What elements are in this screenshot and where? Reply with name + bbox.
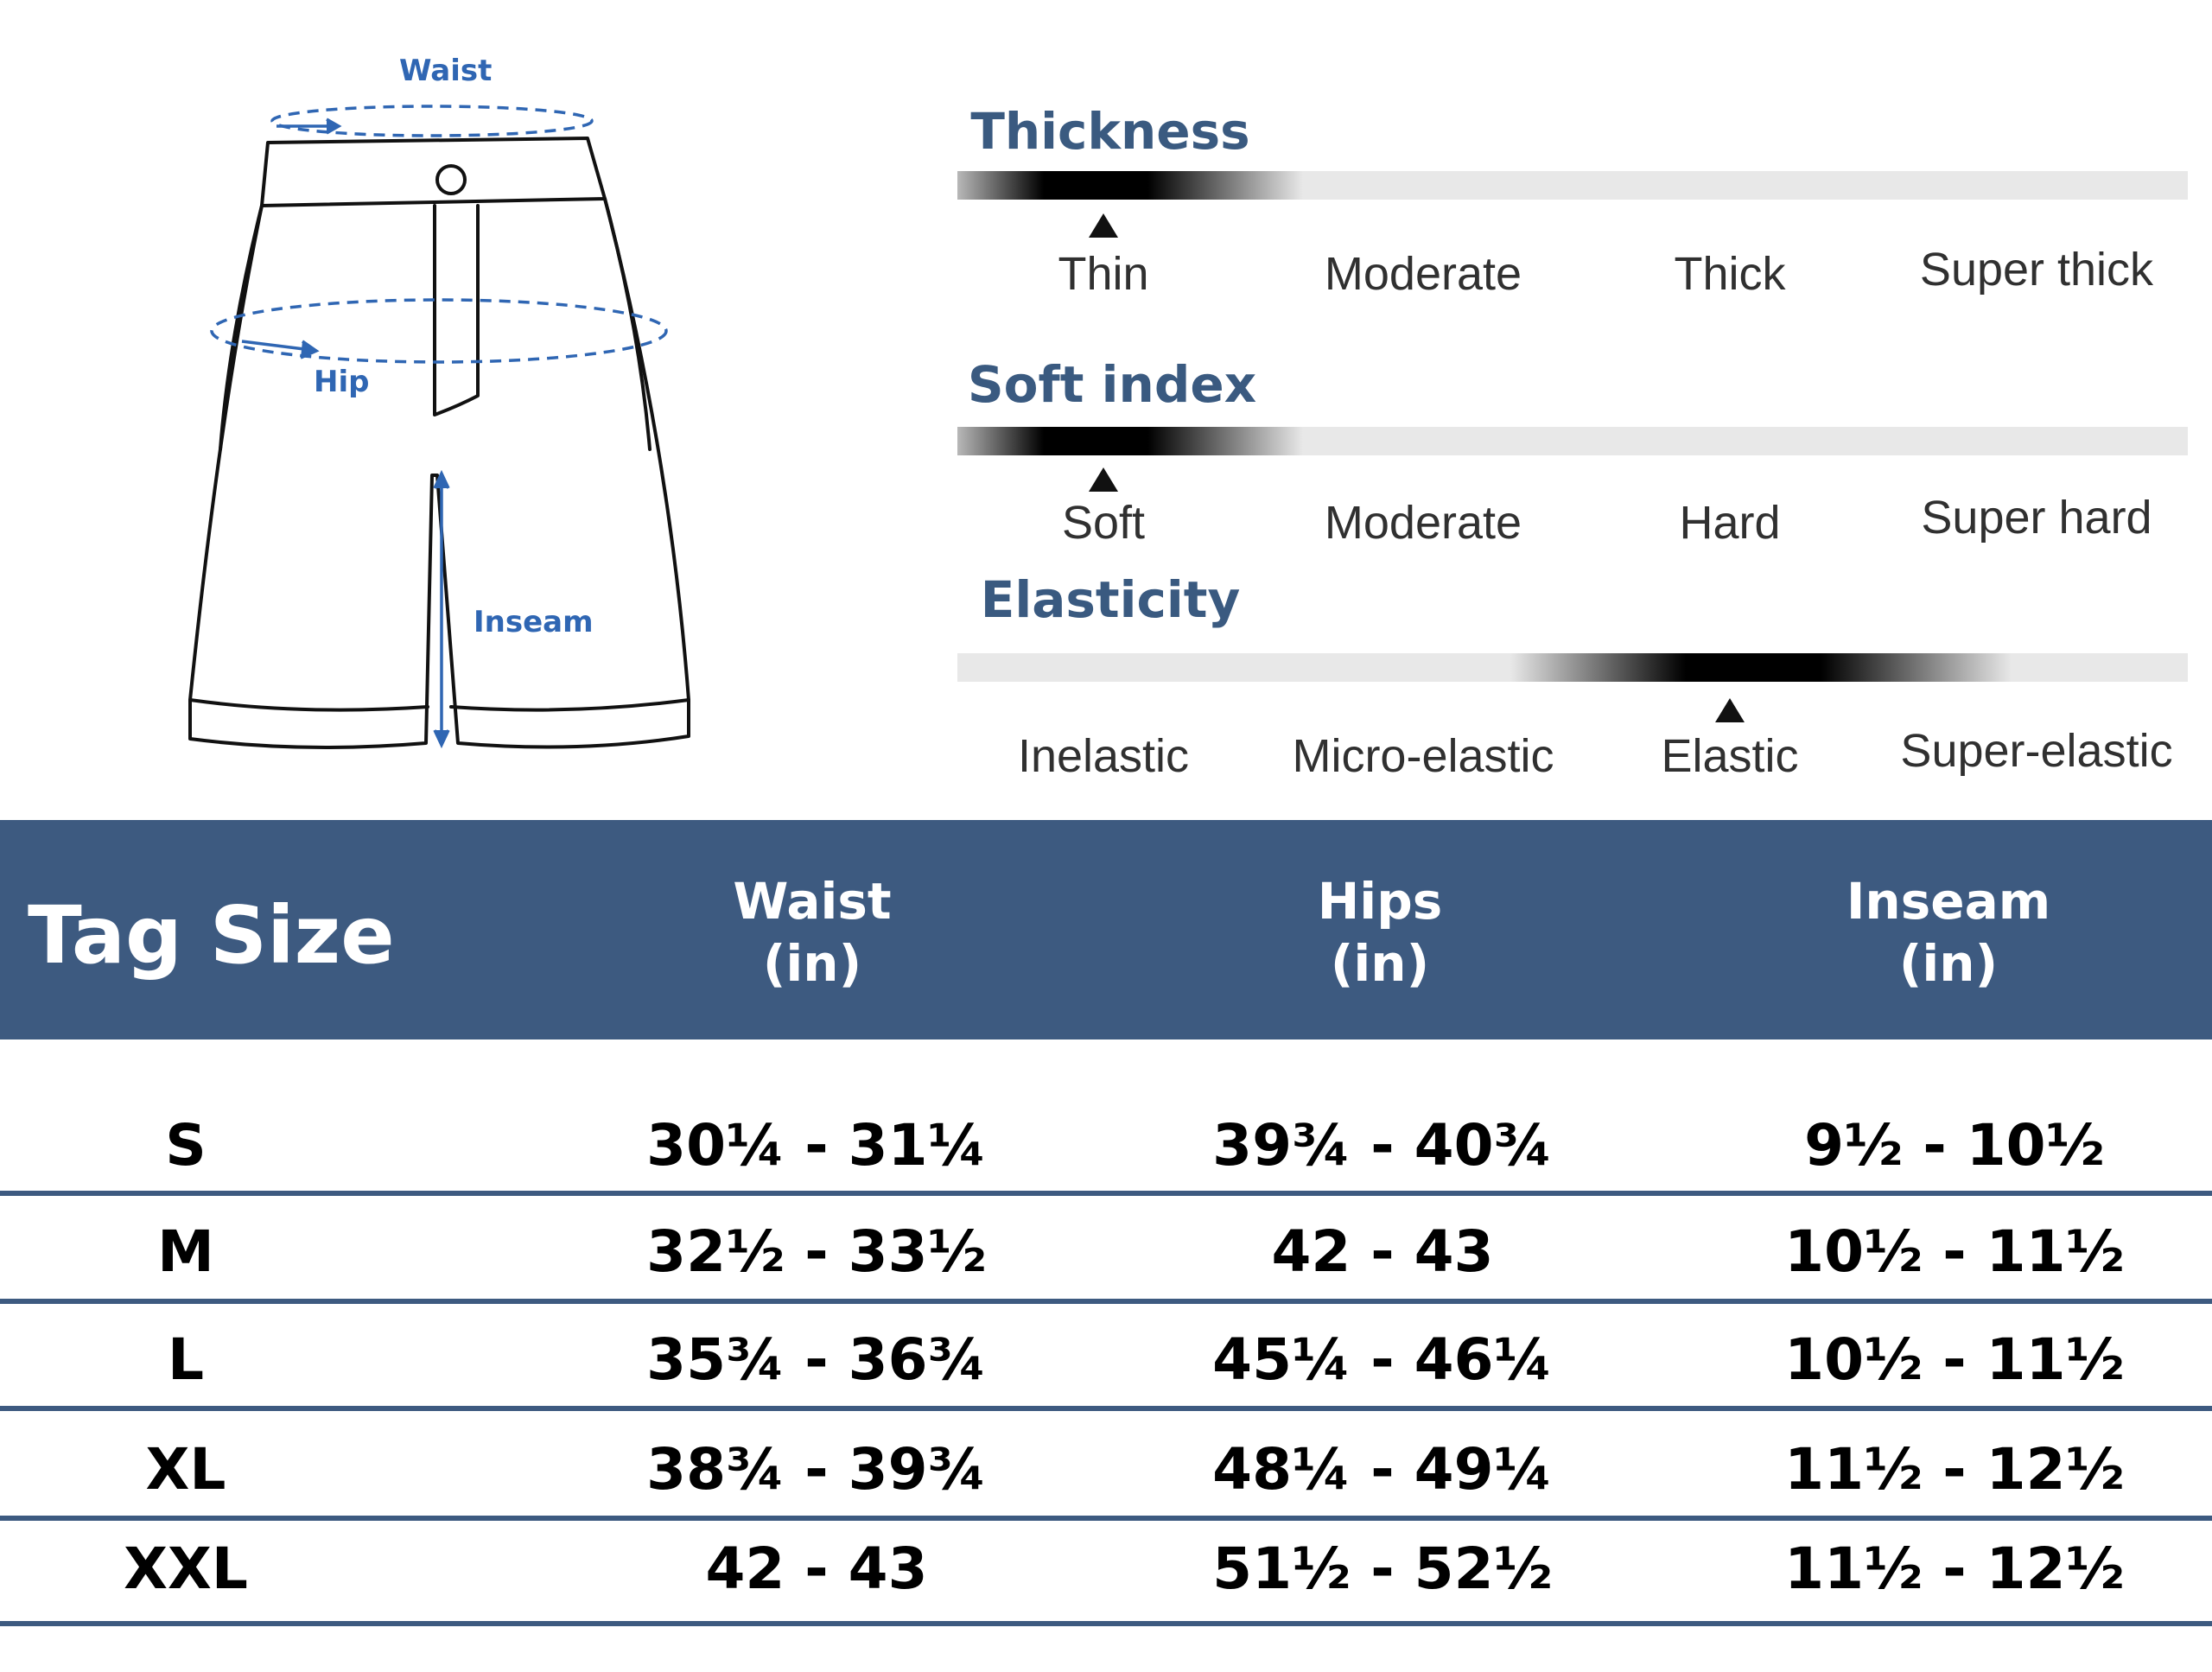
row-divider [0, 1621, 2212, 1626]
soft-index-option-super-hard: Super hard [1921, 492, 2152, 544]
row-size-xxl: XXL [124, 1535, 248, 1602]
row-s-hips: 39¾ - 40¾ [1212, 1112, 1553, 1179]
row-s-waist: 30¼ - 31¼ [646, 1112, 987, 1179]
elasticity-option-micro-elastic: Micro-elastic [1292, 730, 1554, 782]
thickness-marker-icon [1089, 213, 1118, 238]
soft-index-bar-fill [957, 427, 1303, 455]
elasticity-marker-icon [1715, 698, 1745, 722]
hips-column-unit: (in) [1330, 934, 1430, 993]
row-size-s: S [165, 1112, 207, 1179]
row-m-waist: 32½ - 33½ [646, 1218, 987, 1285]
button-icon [435, 164, 467, 195]
waist-measure-label: Waist [399, 54, 493, 88]
row-m-hips: 42 - 43 [1271, 1218, 1494, 1285]
thickness-bar [957, 171, 2188, 200]
row-size-m: M [157, 1218, 214, 1285]
row-l-waist: 35¾ - 36¾ [646, 1326, 987, 1393]
inseam-measure-label: Inseam [474, 605, 594, 639]
thickness-bar-fill [957, 171, 1303, 200]
soft-index-option-soft: Soft [1061, 497, 1146, 549]
row-xl-waist: 38¾ - 39¾ [646, 1436, 987, 1503]
elasticity-bar [957, 653, 2188, 682]
elasticity-bar-fill [1510, 653, 2012, 682]
soft-index-title: Soft index [967, 355, 1257, 414]
waist-column-name: Waist [733, 872, 892, 931]
tag-size-heading: Tag Size [28, 889, 395, 982]
row-l-inseam: 10½ - 11½ [1784, 1326, 2125, 1393]
soft-index-option-moderate: Moderate [1324, 497, 1522, 549]
soft-index-option-hard: Hard [1679, 497, 1781, 549]
shorts-diagram: Waist Hip Inseam [173, 43, 726, 769]
inseam-column-unit: (in) [1898, 934, 1999, 993]
elasticity-option-super-elastic: Super-elastic [1900, 725, 2173, 777]
hips-column-name: Hips [1317, 872, 1443, 931]
row-xxl-inseam: 11½ - 12½ [1784, 1535, 2125, 1602]
soft-index-bar [957, 427, 2188, 455]
elasticity-title: Elasticity [980, 570, 1241, 629]
hip-measure-label: Hip [314, 365, 370, 399]
row-size-xl: XL [145, 1436, 226, 1503]
row-divider [0, 1406, 2212, 1411]
size-table-header: Tag Size Waist (in) Hips (in) Inseam (in… [0, 820, 2212, 1039]
row-xl-inseam: 11½ - 12½ [1784, 1436, 2125, 1503]
soft-index-marker-icon [1089, 467, 1118, 492]
shorts-outline-illustration [188, 105, 690, 749]
thickness-option-super-thick: Super thick [1919, 244, 2154, 296]
hips-column-header: Hips (in) [1164, 870, 1596, 995]
inseam-column-name: Inseam [1846, 872, 2051, 931]
row-divider [0, 1299, 2212, 1304]
thickness-option-moderate: Moderate [1324, 248, 1522, 300]
thickness-option-thick: Thick [1674, 248, 1786, 300]
inseam-column-header: Inseam (in) [1732, 870, 2164, 995]
row-size-l: L [167, 1326, 205, 1393]
waist-column-header: Waist (in) [596, 870, 1028, 995]
elasticity-option-elastic: Elastic [1661, 730, 1799, 782]
waist-column-unit: (in) [762, 934, 862, 993]
row-divider [0, 1516, 2212, 1521]
elasticity-option-inelastic: Inelastic [1017, 730, 1190, 782]
row-xxl-hips: 51½ - 52½ [1212, 1535, 1553, 1602]
row-divider [0, 1191, 2212, 1196]
row-l-hips: 45¼ - 46¼ [1212, 1326, 1553, 1393]
thickness-title: Thickness [970, 102, 1250, 161]
row-m-inseam: 10½ - 11½ [1784, 1218, 2125, 1285]
row-xl-hips: 48¼ - 49¼ [1212, 1436, 1553, 1503]
row-s-inseam: 9½ - 10½ [1804, 1112, 2105, 1179]
thickness-option-thin: Thin [1058, 248, 1149, 300]
row-xxl-waist: 42 - 43 [705, 1535, 928, 1602]
